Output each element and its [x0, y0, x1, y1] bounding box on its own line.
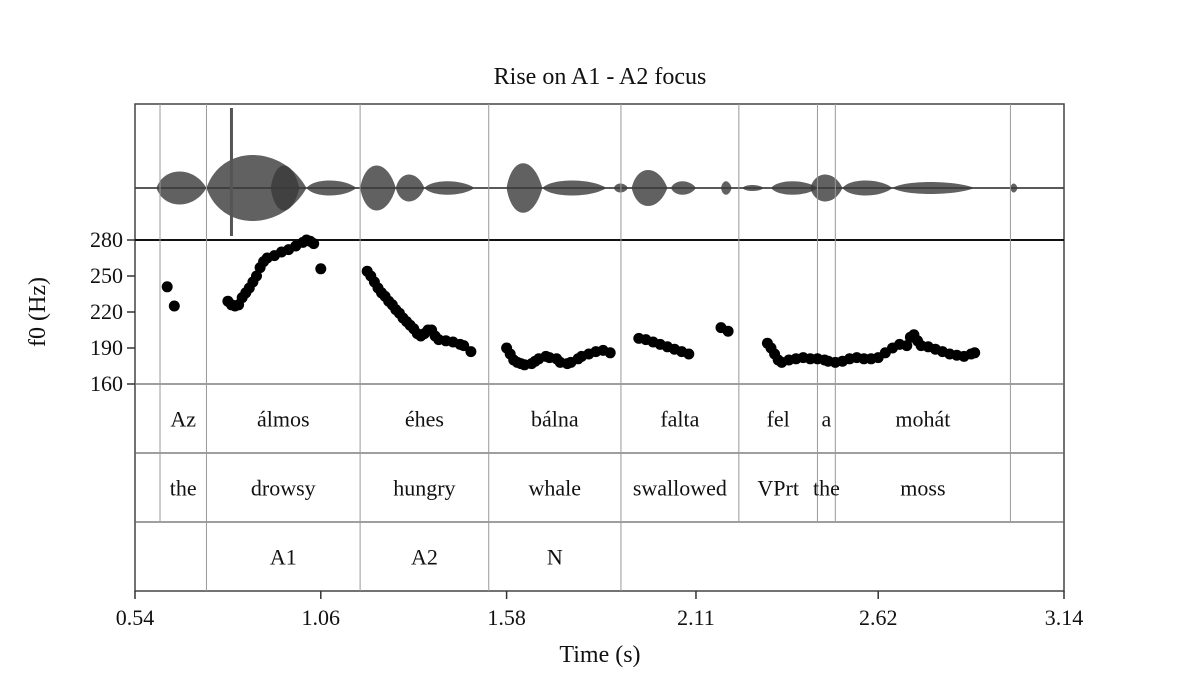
x-axis-ticks: 0.54 1.06 1.58 2.11 2.62 3.14 [116, 591, 1084, 630]
waveform-segment [720, 181, 732, 195]
tier-label: a [822, 407, 832, 432]
tier-label: fel [767, 407, 790, 432]
tier-label: VPrt [757, 476, 799, 501]
waveform-segment [270, 165, 300, 211]
f0-point [901, 340, 913, 352]
y-axis-ticks: 280 250 220 190 160 [90, 227, 135, 396]
waveform-segment [742, 185, 764, 191]
waveform-segment [156, 171, 207, 205]
waveform-segment [771, 181, 818, 195]
waveform-segment [631, 170, 668, 206]
y-tick-label: 280 [90, 227, 123, 252]
waveform-segment [810, 174, 843, 202]
waveform-segment [842, 180, 893, 196]
waveform-segment [306, 180, 357, 196]
tier-label: whale [529, 476, 582, 501]
y-axis-label: f0 (Hz) [25, 277, 51, 347]
waveform-segment [892, 182, 975, 194]
tier-label: hungry [393, 476, 455, 501]
f0-point [683, 348, 695, 360]
x-tick-label: 0.54 [116, 605, 155, 630]
f0-point [161, 281, 173, 293]
y-tick-label: 250 [90, 263, 123, 288]
x-tick-label: 1.06 [302, 605, 341, 630]
f0-point [604, 347, 616, 359]
tier-label: álmos [257, 407, 310, 432]
tier-label: mohát [895, 407, 950, 432]
y-tick-label: 160 [90, 371, 123, 396]
tier-label: drowsy [251, 476, 316, 501]
f0-point [458, 340, 470, 352]
tier-label: swallowed [633, 476, 727, 501]
f0-point [251, 270, 262, 282]
waveform-segment [670, 181, 696, 195]
tier-label: N [547, 545, 563, 570]
annotation-tiers: Az álmos éhes bálna falta fel a mohát the drowsy h… [170, 407, 951, 570]
f0-point [168, 300, 180, 312]
waveform-segment [506, 163, 543, 213]
waveform-segment [542, 180, 607, 196]
x-tick-label: 2.11 [677, 605, 715, 630]
tier-label: the [813, 476, 840, 501]
x-tick-label: 1.58 [487, 605, 526, 630]
f0-point-series [161, 234, 981, 371]
tier-label: bálna [531, 407, 579, 432]
f0-point [315, 263, 327, 275]
f0-point [308, 238, 320, 250]
f0-point [969, 347, 981, 359]
tier-label: moss [900, 476, 945, 501]
plot-frame [134, 103, 1065, 592]
y-tick-label: 220 [90, 299, 123, 324]
waveform-segment [1010, 183, 1018, 193]
tier-label: Az [170, 407, 196, 432]
waveform-segment [424, 181, 475, 195]
waveform-panel [135, 108, 1064, 236]
x-tick-label: 3.14 [1045, 605, 1084, 630]
tier-label: éhes [405, 407, 444, 432]
waveform-segment [360, 165, 396, 211]
f0-point [465, 346, 477, 358]
x-tick-label: 2.62 [859, 605, 898, 630]
f0-point [722, 325, 734, 337]
x-axis-label: Time (s) [559, 642, 640, 668]
segment-boundaries [159, 104, 1011, 591]
tier-label: the [170, 476, 197, 501]
waveform-segment [395, 174, 425, 202]
tier-label: A2 [411, 545, 438, 570]
chart-title: Rise on A1 - A2 focus [494, 64, 707, 90]
tier-label: A1 [270, 545, 297, 570]
y-tick-label: 190 [90, 335, 123, 360]
tier-label: falta [660, 407, 699, 432]
